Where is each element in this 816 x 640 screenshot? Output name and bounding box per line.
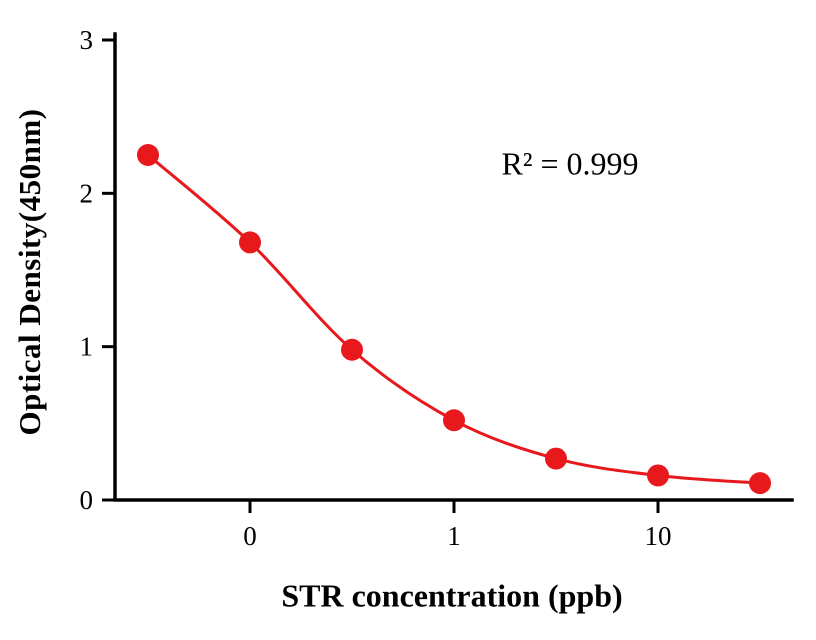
- data-point-marker: [749, 472, 771, 495]
- x-axis-label: STR concentration (ppb): [281, 577, 623, 614]
- y-axis-label: Optical Density(450nm): [12, 108, 47, 436]
- x-tick-label: 10: [645, 521, 672, 551]
- data-point-marker: [239, 231, 261, 254]
- data-point-marker: [545, 447, 567, 470]
- y-tick-label: 0: [80, 485, 94, 515]
- fitted-curve-line: [147, 153, 761, 485]
- x-tick-label: 1: [447, 521, 461, 551]
- y-tick-label: 1: [80, 332, 94, 362]
- data-point-marker: [341, 338, 363, 361]
- data-point-marker: [647, 464, 669, 487]
- data-point-marker: [137, 144, 159, 166]
- data-point-marker: [443, 409, 465, 432]
- r-squared-annotation: R² = 0.999: [501, 145, 639, 182]
- y-tick-label: 3: [80, 25, 94, 55]
- x-tick-label: 0: [243, 521, 257, 551]
- y-tick-label: 2: [80, 178, 94, 208]
